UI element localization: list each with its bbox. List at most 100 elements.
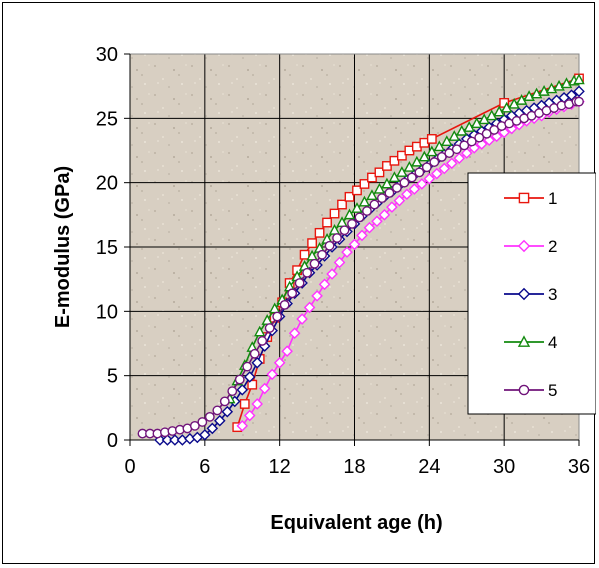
series-1-point	[307, 238, 317, 249]
series-2-point	[460, 147, 473, 159]
series-1-point	[239, 399, 250, 409]
series-2-point	[266, 368, 278, 381]
series-4-point	[411, 155, 423, 167]
series-4-point	[388, 171, 401, 183]
series-4-point	[573, 73, 585, 85]
series-5-point	[287, 288, 298, 299]
series-3-point	[214, 414, 226, 427]
series-3-point	[206, 422, 219, 435]
series-5-point	[474, 132, 485, 143]
x-tick-label: 18	[343, 456, 365, 478]
series-2-point	[296, 313, 308, 325]
series-5-point	[444, 148, 455, 158]
series-4-point	[441, 135, 453, 146]
legend-marker	[517, 335, 531, 347]
series-4-point	[253, 325, 266, 337]
series-5-point	[309, 258, 320, 269]
series-2-point	[333, 256, 346, 269]
legend-label: 5	[548, 381, 557, 400]
series-5-point	[257, 336, 268, 346]
series-2-point	[438, 162, 451, 175]
x-tick-label: 36	[568, 456, 590, 478]
series-4-point	[396, 166, 408, 177]
series-1-point	[329, 208, 340, 219]
series-5-point	[302, 267, 313, 278]
series-4-point	[381, 177, 393, 189]
legend-marker	[517, 287, 531, 301]
series-5-point	[249, 348, 260, 359]
legend-item-1: 1	[504, 189, 557, 208]
series-5-point	[272, 311, 283, 322]
series-5-point	[317, 249, 327, 260]
series-2-point	[393, 194, 406, 207]
series-5-point	[197, 417, 208, 427]
series-3-point	[169, 434, 181, 446]
series-3-point	[161, 434, 174, 446]
series-5-point	[384, 188, 395, 198]
series-4-point	[426, 145, 438, 157]
series-1-point	[247, 379, 258, 390]
series-2-point	[445, 157, 458, 170]
series-2-point	[326, 268, 338, 280]
series-1-point	[374, 167, 385, 178]
series-1-point	[396, 150, 407, 161]
series-4-point	[373, 182, 386, 194]
series-4-point	[433, 140, 446, 152]
series-2-point	[303, 301, 316, 314]
series-2-point	[311, 290, 323, 302]
series-2-point	[288, 327, 301, 339]
series-2-point	[386, 201, 398, 213]
series-2-point	[401, 188, 413, 201]
x-tick-label: 12	[269, 456, 291, 478]
series-4-point	[508, 97, 520, 109]
y-tick-label: 0	[107, 430, 118, 452]
series-5-point	[324, 240, 335, 251]
series-4-point	[478, 113, 490, 125]
series-4-point	[418, 150, 431, 162]
series-2-point	[363, 221, 376, 234]
series-4-point	[366, 189, 378, 201]
series-5-point	[392, 182, 402, 193]
legend-label: 4	[548, 333, 557, 352]
series-2-point	[371, 215, 383, 228]
legend-item-5: 5	[504, 381, 557, 400]
series-5-point	[189, 420, 200, 431]
y-tick-label: 10	[96, 301, 118, 323]
series-1-point	[337, 199, 347, 210]
series-5-point	[377, 193, 387, 204]
series-3-point	[236, 384, 249, 396]
y-axis-title: E-modulus (GPa)	[52, 166, 74, 328]
series-4-point	[358, 195, 371, 207]
legend-item-3: 3	[504, 285, 557, 304]
series-2-point	[251, 398, 264, 410]
series-4-point	[500, 101, 513, 113]
series-1-point	[314, 227, 325, 238]
series-5-point	[451, 144, 462, 155]
series-4-point	[485, 109, 498, 121]
series-5-point	[332, 233, 342, 243]
legend-marker	[518, 384, 530, 396]
series-5-point	[212, 405, 223, 416]
y-tick-label: 30	[96, 44, 118, 66]
series-5-point	[489, 125, 500, 135]
series-1-point	[322, 217, 332, 228]
series-4-point	[493, 105, 505, 117]
x-tick-label: 6	[199, 456, 210, 478]
series-2-point	[348, 238, 361, 251]
series-3-point	[199, 429, 211, 441]
series-3-point	[573, 85, 585, 98]
x-axis-title: Equivalent age (h)	[270, 512, 442, 534]
series-3-point	[243, 371, 256, 383]
series-4-point	[455, 124, 468, 136]
series-1-point	[382, 161, 392, 171]
series-4-point	[470, 117, 483, 128]
series-5-point	[294, 278, 305, 288]
series-2-point	[408, 183, 421, 195]
series-1-point	[367, 172, 377, 183]
legend-marker	[518, 192, 530, 204]
series-2-point	[281, 345, 293, 358]
series-4-point	[351, 202, 363, 213]
series-2-point	[273, 357, 286, 369]
